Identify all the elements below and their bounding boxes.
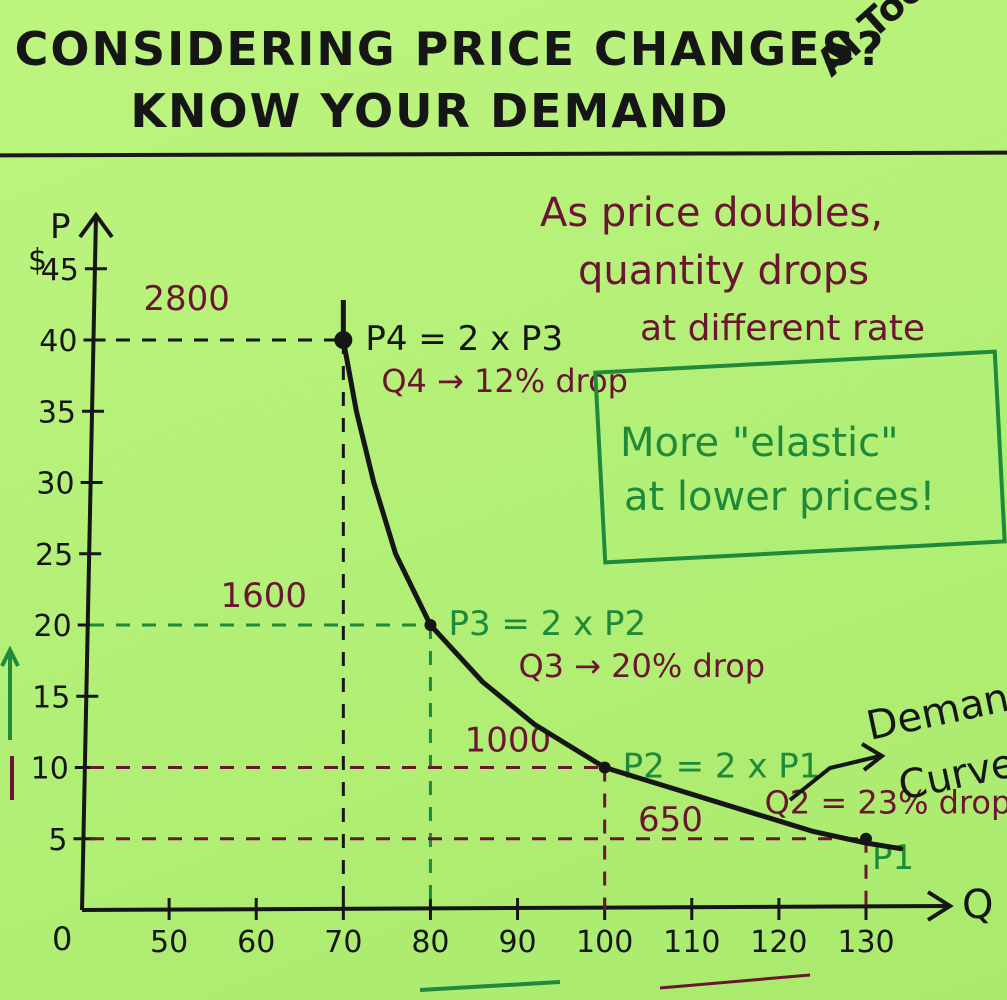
point-label-p4: P4 = 2 x P3: [365, 319, 563, 359]
y-axis-label: P: [50, 207, 71, 247]
demand-curve: [340, 337, 904, 852]
y-tick-label: 15: [32, 680, 70, 715]
x-tick-label: 60: [237, 925, 275, 960]
x-tick-label: 100: [576, 925, 633, 960]
data-point-p3: [424, 619, 437, 631]
elastic-note-line-2: at lower prices!: [624, 474, 935, 520]
headline-line-2: quantity drops: [578, 248, 869, 294]
y-axis-arrow: [78, 211, 114, 239]
curve-label-arrow: [788, 754, 881, 802]
elastic-box: [593, 349, 1007, 565]
headline-line-1: As price doubles,: [540, 190, 883, 236]
curve-label-arrowhead: [860, 742, 886, 772]
green-left-arrow: [419, 980, 561, 992]
origin-label: 0: [52, 920, 72, 958]
x-tick-label: 110: [663, 925, 720, 960]
green-up-arrowhead: [0, 645, 20, 667]
y-tick-label: 25: [35, 538, 73, 573]
x-axis: [81, 904, 951, 912]
maroon-left-arrow: [659, 973, 811, 990]
y-tick-label: 40: [39, 324, 77, 359]
revenue-label-p4: 2800: [143, 279, 230, 319]
x-tick-label: 90: [498, 925, 536, 960]
title-line-1: CONSIDERING PRICE CHANGES?: [14, 22, 886, 76]
x-tick-label: 120: [750, 925, 807, 960]
x-tick-label: 130: [837, 925, 894, 960]
y-tick-label: 30: [36, 467, 74, 502]
y-tick-label: 5: [48, 823, 67, 858]
curve-label-line-1: Demand: [863, 670, 1007, 750]
point-label-p2: P2 = 2 x P1: [623, 747, 821, 787]
headline-line-3: at different rate: [640, 308, 925, 349]
y-axis: [80, 214, 98, 911]
data-point-p1: [860, 832, 872, 845]
x-axis-label: Q: [962, 882, 993, 928]
drop-note-p4: Q4 → 12% drop: [381, 362, 628, 400]
title-line-2: KNOW YOUR DEMAND: [130, 84, 730, 138]
elastic-note-line-1: More "elastic": [620, 420, 899, 466]
y-tick-label: 20: [34, 609, 72, 644]
x-tick-label: 50: [150, 925, 188, 960]
y-tick-label: 35: [38, 395, 76, 430]
data-point-p2: [598, 761, 611, 774]
data-point-p4: [334, 331, 353, 349]
revenue-label-p3: 1600: [220, 576, 307, 616]
x-tick-label: 80: [411, 925, 449, 960]
x-axis-arrow: [926, 890, 954, 922]
point-label-p3: P3 = 2 x P2: [448, 604, 646, 644]
drop-note-p3: Q3 → 20% drop: [518, 647, 765, 685]
y-tick-label: 45: [41, 253, 79, 288]
y-axis-unit: $: [28, 243, 47, 278]
y-tick-label: 10: [31, 752, 69, 787]
x-tick-label: 70: [324, 925, 362, 960]
revenue-label-p1: 650: [638, 800, 703, 840]
